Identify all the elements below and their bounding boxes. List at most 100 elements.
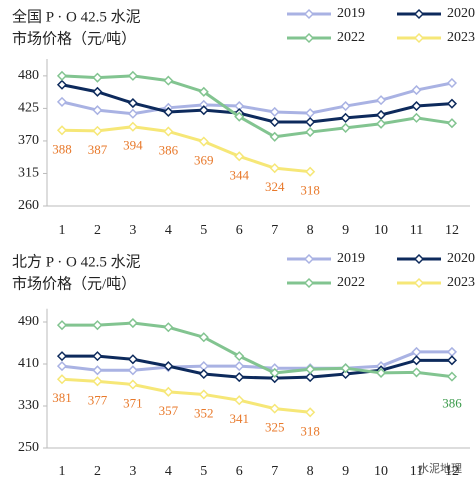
point-marker bbox=[56, 320, 68, 331]
point-marker bbox=[92, 320, 103, 331]
x-tick-label: 8 bbox=[307, 223, 314, 238]
data-label: 371 bbox=[123, 395, 143, 410]
point-marker bbox=[127, 98, 138, 109]
point-marker bbox=[411, 112, 422, 123]
data-label: 357 bbox=[159, 403, 179, 418]
x-tick-label: 3 bbox=[129, 223, 136, 238]
x-tick-label: 12 bbox=[445, 464, 459, 479]
point-marker bbox=[127, 108, 138, 119]
point-marker bbox=[163, 106, 174, 118]
point-marker bbox=[375, 95, 387, 106]
point-marker bbox=[127, 354, 138, 365]
point-marker bbox=[198, 105, 209, 116]
x-tick-label: 5 bbox=[200, 464, 207, 479]
legend-marker bbox=[303, 8, 315, 20]
y-tick-label: 480 bbox=[18, 68, 39, 83]
x-tick-label: 10 bbox=[374, 223, 388, 238]
point-marker bbox=[163, 75, 174, 86]
point-marker bbox=[198, 389, 209, 400]
y-tick-label: 425 bbox=[18, 101, 39, 116]
point-marker bbox=[305, 407, 316, 418]
point-marker bbox=[127, 379, 138, 390]
x-tick-label: 9 bbox=[342, 223, 349, 238]
x-tick-label: 4 bbox=[165, 223, 172, 238]
y-tick-label: 315 bbox=[18, 166, 39, 181]
y-tick-label: 490 bbox=[18, 314, 39, 329]
chart-title: 北方 P · O 42.5 水泥 bbox=[12, 253, 141, 270]
x-tick-label: 1 bbox=[59, 464, 66, 479]
series-line bbox=[61, 81, 453, 116]
point-marker bbox=[234, 361, 245, 372]
series-line bbox=[61, 125, 311, 174]
point-marker bbox=[269, 106, 280, 118]
data-label: 318 bbox=[300, 183, 320, 198]
legend-label: 2019 bbox=[337, 251, 365, 266]
chart-title: 市场价格（元/吨） bbox=[12, 30, 136, 47]
point-marker bbox=[163, 126, 174, 137]
point-marker bbox=[411, 100, 422, 112]
point-marker bbox=[56, 96, 68, 107]
legend-marker bbox=[413, 253, 425, 265]
point-marker bbox=[340, 112, 351, 123]
point-marker bbox=[375, 118, 387, 129]
x-tick-label: 5 bbox=[200, 223, 207, 238]
point-marker bbox=[92, 125, 103, 136]
point-marker bbox=[56, 374, 68, 385]
point-marker bbox=[234, 351, 245, 362]
legend-marker bbox=[303, 32, 315, 44]
point-marker bbox=[305, 127, 316, 138]
series-line bbox=[61, 83, 453, 124]
data-label: 394 bbox=[123, 138, 143, 153]
x-tick-label: 7 bbox=[271, 223, 278, 238]
point-marker bbox=[92, 86, 103, 97]
watermark: 水泥地理 bbox=[418, 462, 462, 475]
point-marker bbox=[92, 376, 103, 387]
point-marker bbox=[340, 100, 351, 112]
point-marker bbox=[163, 322, 174, 333]
data-label: 387 bbox=[88, 142, 108, 157]
series-line bbox=[62, 354, 452, 380]
point-marker bbox=[56, 70, 68, 81]
point-marker bbox=[375, 109, 387, 120]
point-marker bbox=[340, 368, 351, 380]
point-marker bbox=[234, 372, 245, 383]
point-marker bbox=[269, 403, 280, 414]
point-marker bbox=[411, 346, 422, 357]
x-tick-label: 3 bbox=[129, 464, 136, 479]
point-marker bbox=[340, 122, 351, 133]
point-marker bbox=[446, 118, 458, 129]
point-marker bbox=[340, 363, 351, 374]
data-label: 369 bbox=[194, 153, 214, 168]
point-marker bbox=[127, 317, 138, 329]
x-tick-label: 12 bbox=[445, 223, 459, 238]
y-tick-label: 410 bbox=[18, 356, 39, 371]
x-tick-label: 9 bbox=[342, 464, 349, 479]
point-marker bbox=[198, 368, 209, 380]
legend-label: 2020 bbox=[447, 6, 475, 21]
chart-title: 市场价格（元/吨） bbox=[12, 275, 136, 292]
point-marker bbox=[92, 72, 103, 83]
point-marker bbox=[127, 365, 138, 376]
point-marker bbox=[269, 131, 280, 142]
x-tick-label: 11 bbox=[410, 223, 423, 238]
point-marker bbox=[127, 121, 138, 132]
y-tick-label: 260 bbox=[18, 198, 39, 213]
legend-label: 2022 bbox=[337, 275, 365, 290]
point-marker bbox=[198, 86, 209, 97]
legend-marker bbox=[303, 277, 315, 289]
x-tick-label: 6 bbox=[236, 464, 243, 479]
data-label: 386 bbox=[442, 396, 462, 411]
x-tick-label: 2 bbox=[94, 464, 101, 479]
legend-label: 2019 bbox=[337, 6, 365, 21]
point-marker bbox=[446, 98, 458, 109]
series-line bbox=[61, 377, 311, 414]
data-label: 381 bbox=[52, 390, 72, 405]
point-marker bbox=[305, 166, 316, 177]
point-marker bbox=[269, 367, 280, 378]
point-marker bbox=[305, 372, 316, 383]
point-marker bbox=[269, 163, 280, 174]
point-marker bbox=[92, 105, 103, 116]
data-label: 324 bbox=[265, 179, 285, 194]
point-marker bbox=[198, 136, 209, 147]
